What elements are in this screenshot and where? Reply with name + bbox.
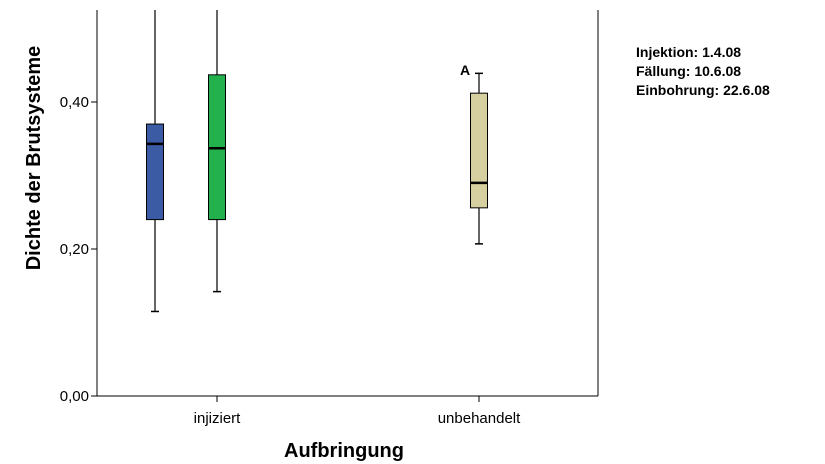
box-unbehandelt-1 <box>470 72 488 245</box>
x-tick-label: unbehandelt <box>438 410 521 427</box>
note-line: Einbohrung: 22.6.08 <box>636 82 770 98</box>
iqr-box <box>146 123 164 221</box>
annotation-label: A <box>460 62 470 78</box>
notes-block: Injektion: 1.4.08 Fällung: 10.6.08 Einbohr… <box>636 44 770 98</box>
y-tick-label: 0,20 <box>60 241 89 258</box>
y-tick-label: 0,40 <box>60 94 89 111</box>
x-axis: injiziert unbehandelt <box>194 396 521 427</box>
y-tick-label: 0,00 <box>60 388 89 405</box>
iqr-box <box>470 92 488 209</box>
x-tick-label: injiziert <box>194 410 242 427</box>
box-injiziert-1 <box>146 10 164 313</box>
y-axis: 0,00 0,20 0,40 <box>60 94 97 405</box>
note-line: Fällung: 10.6.08 <box>636 63 741 79</box>
y-axis-title: Dichte der Brutsysteme <box>23 46 45 271</box>
box-injiziert-2 <box>208 10 226 293</box>
boxes <box>146 10 488 313</box>
x-axis-title: Aufbringung <box>284 440 404 462</box>
note-line: Injektion: 1.4.08 <box>636 44 741 60</box>
